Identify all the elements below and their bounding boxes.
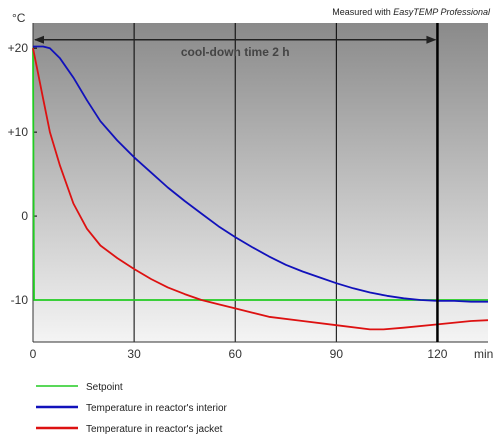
y-tick-label-0: 0 bbox=[21, 209, 28, 223]
x-tick-label-0: 0 bbox=[30, 347, 37, 361]
plot-background bbox=[33, 23, 488, 342]
annotation-arrowhead-right bbox=[426, 35, 437, 44]
credit-text: Measured with EasyTEMP Professional bbox=[332, 7, 491, 17]
tick-labels: 0 30 60 90 120 +20 +10 0 -10 bbox=[8, 41, 448, 361]
cool-down-annotation: cool-down time 2 h bbox=[34, 35, 437, 59]
series-lines bbox=[32, 23, 489, 342]
legend: Setpoint Temperature in reactor's interio… bbox=[36, 382, 228, 435]
credit-product: EasyTEMP Professional bbox=[393, 7, 491, 17]
x-unit-label: min bbox=[474, 347, 493, 361]
legend-label-interior: Temperature in reactor's interior bbox=[86, 403, 228, 414]
y-tick-label--10: -10 bbox=[11, 293, 29, 307]
series-jacket bbox=[32, 48, 489, 331]
x-tick-label-30: 30 bbox=[127, 347, 141, 361]
series-interior bbox=[33, 45, 488, 303]
x-tick-label-120: 120 bbox=[427, 347, 447, 361]
series-setpoint bbox=[32, 48, 488, 301]
x-tick-label-60: 60 bbox=[229, 347, 243, 361]
credit-prefix: Measured with bbox=[332, 7, 393, 17]
annotation-label: cool-down time 2 h bbox=[181, 45, 290, 59]
y-unit-label: °C bbox=[12, 11, 26, 25]
y-tick-label-10: +10 bbox=[8, 125, 29, 139]
y-tick-label-20: +20 bbox=[8, 41, 29, 55]
legend-label-setpoint: Setpoint bbox=[86, 382, 123, 393]
x-tick-label-90: 90 bbox=[330, 347, 344, 361]
legend-label-jacket: Temperature in reactor's jacket bbox=[86, 424, 223, 435]
annotation-arrowhead-left bbox=[34, 35, 44, 44]
